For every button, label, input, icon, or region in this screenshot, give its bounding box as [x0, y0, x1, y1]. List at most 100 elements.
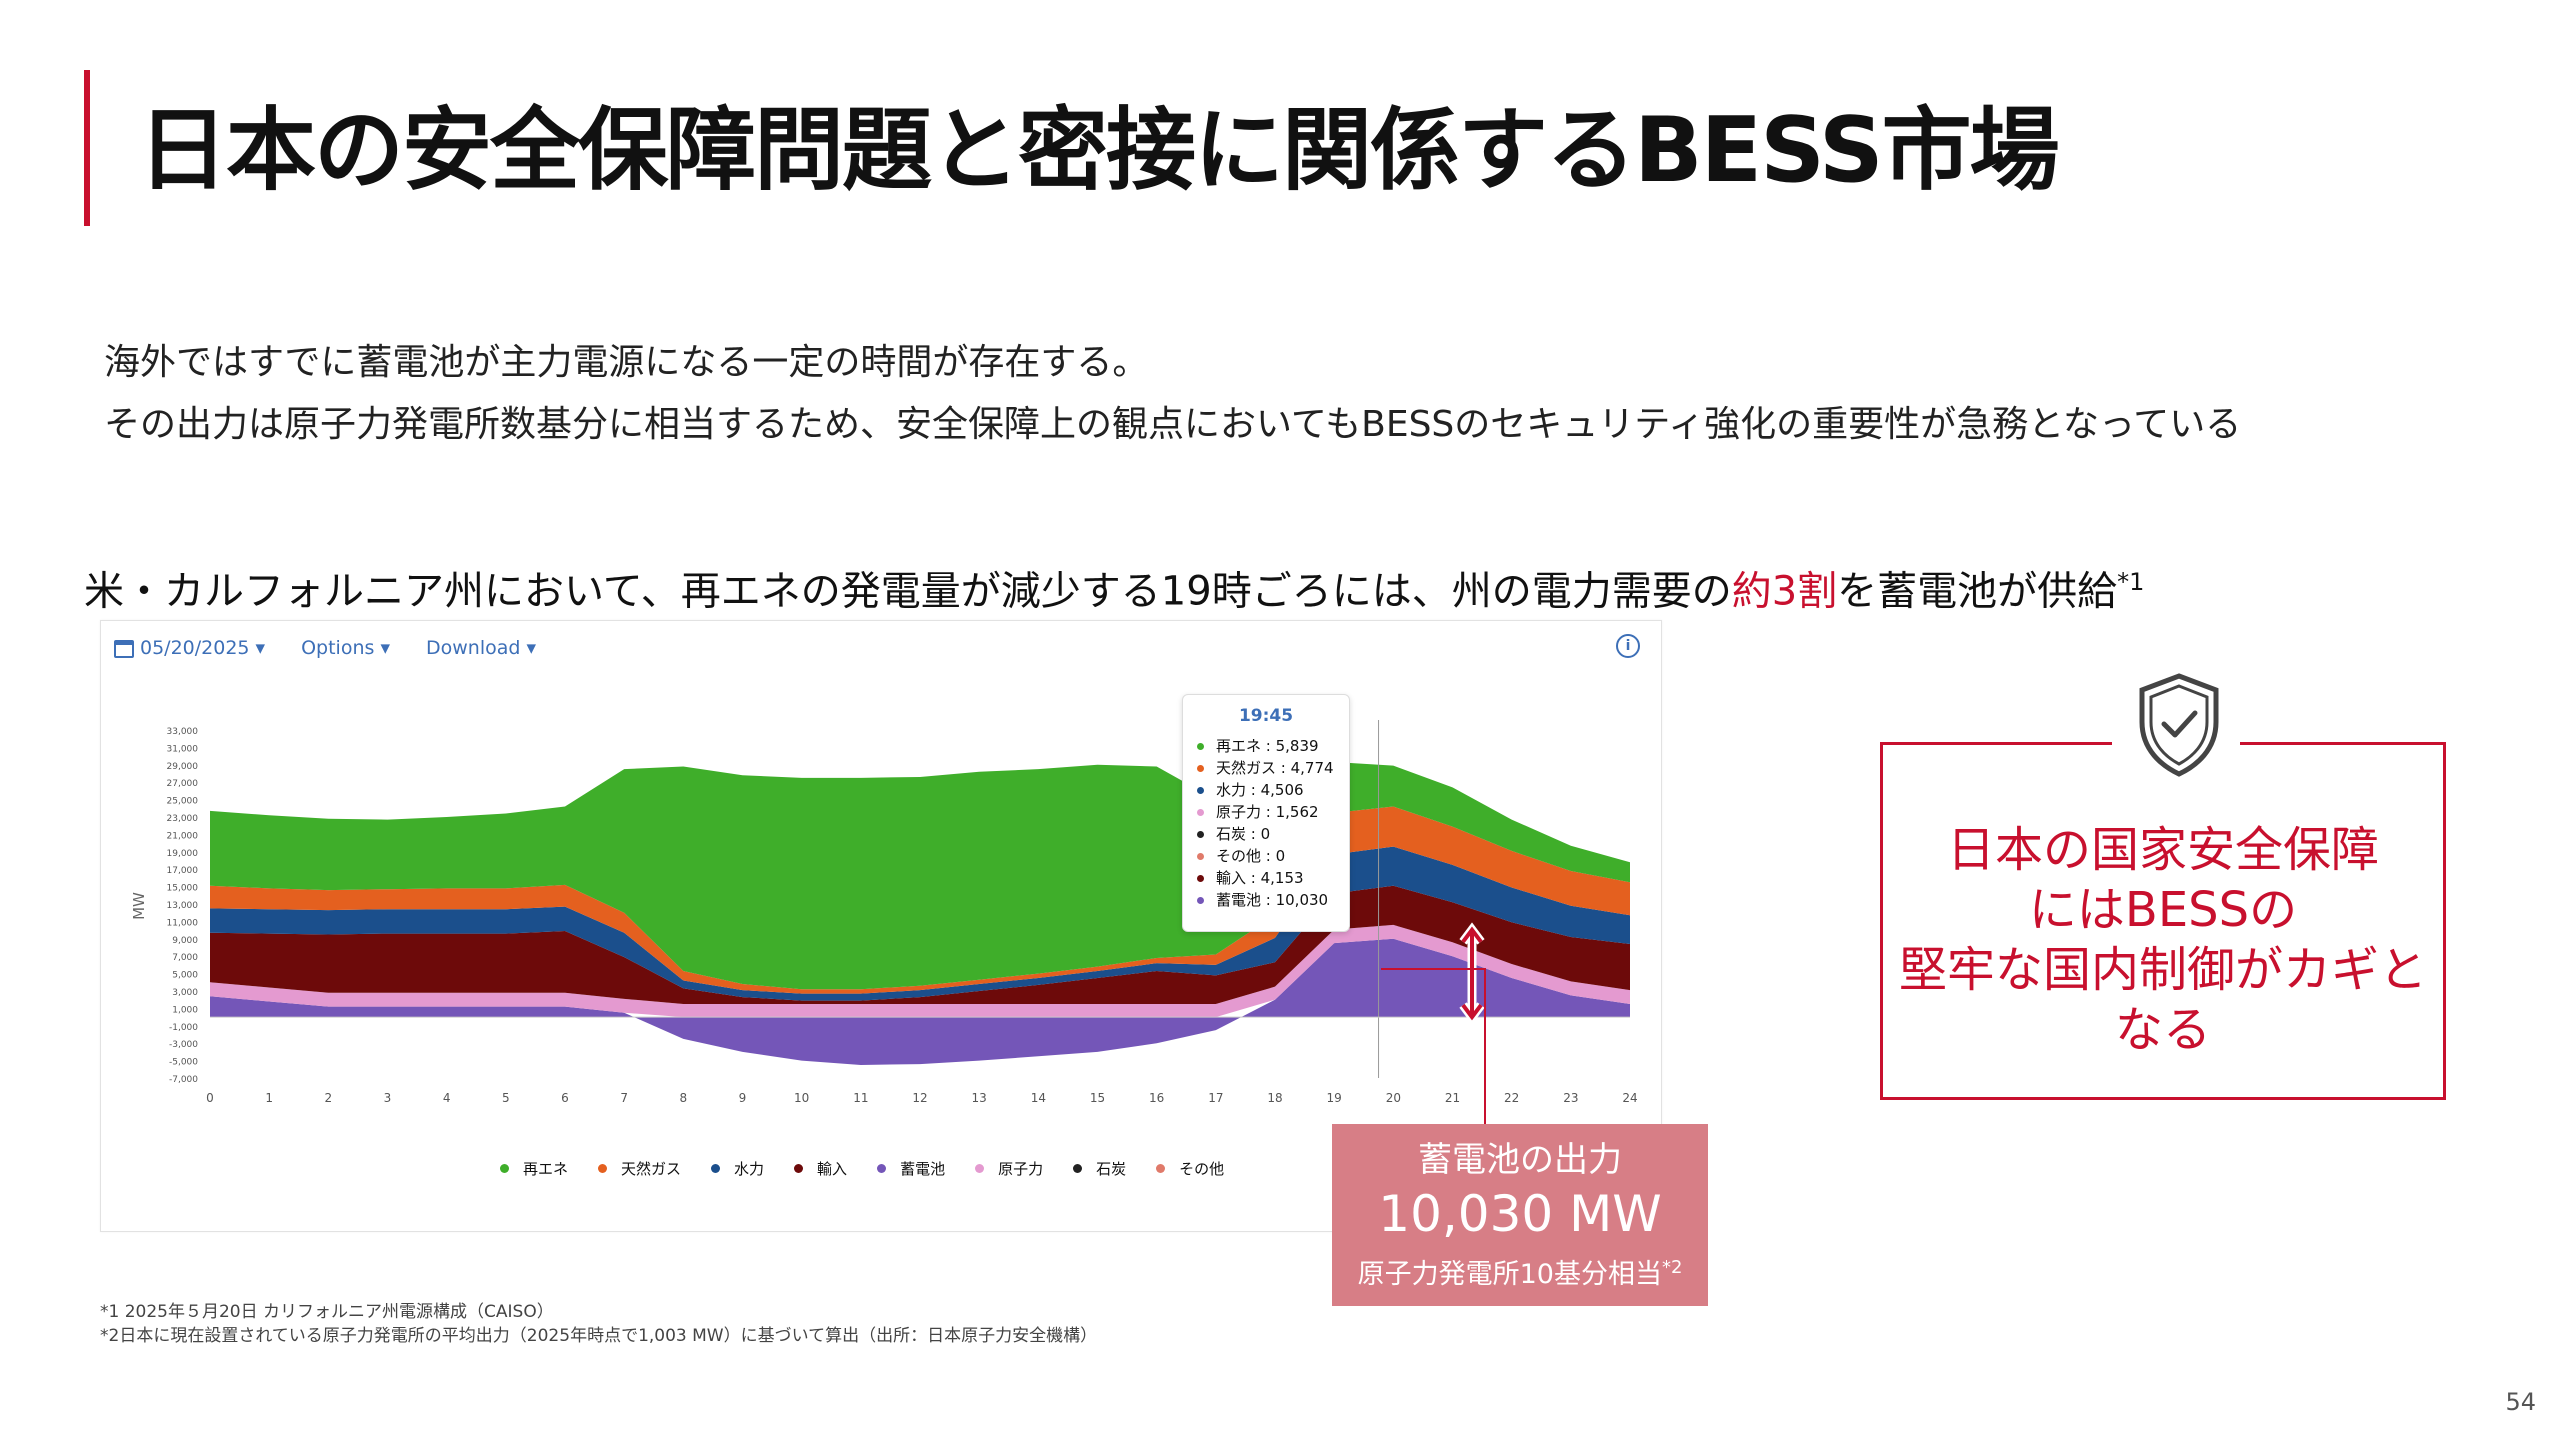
- legend-label: 水力: [734, 1160, 765, 1178]
- legend-item[interactable]: 再エネ: [500, 1158, 568, 1179]
- tooltip-row: 輸入 : 4,153: [1183, 867, 1349, 889]
- legend-item[interactable]: 水力: [711, 1158, 764, 1179]
- tooltip-label: 再エネ : 5,839: [1216, 737, 1319, 755]
- area-series-imports: [210, 885, 1630, 1005]
- tooltip-row: 石炭 : 0: [1183, 823, 1349, 845]
- legend-dot: [1073, 1164, 1083, 1173]
- tooltip-row: 再エネ : 5,839: [1183, 735, 1349, 757]
- x-tick-label: 21: [1445, 1091, 1460, 1105]
- shield-gap: [2112, 720, 2240, 760]
- y-tick-label: 11,000: [167, 918, 199, 928]
- x-tick-label: 18: [1267, 1091, 1282, 1105]
- x-tick-label: 4: [443, 1091, 451, 1105]
- y-tick-label: 19,000: [167, 849, 199, 859]
- legend-dot: [877, 1164, 887, 1173]
- intro-line-2: その出力は原子力発電所数基分に相当するため、安全保障上の観点においてもBESSの…: [104, 404, 2242, 445]
- tooltip-row: 天然ガス : 4,774: [1183, 757, 1349, 779]
- legend-item[interactable]: 天然ガス: [598, 1158, 681, 1179]
- y-tick-label: 5,000: [172, 971, 198, 981]
- x-tick-label: 20: [1386, 1091, 1401, 1105]
- footnote-2: *2日本に現在設置されている原子力発電所の平均出力（2025年時点で1,003 …: [100, 1326, 1098, 1346]
- y-tick-label: 13,000: [167, 901, 199, 911]
- calendar-icon: [114, 639, 134, 658]
- y-tick-label: 21,000: [167, 831, 199, 841]
- y-tick-label: -1,000: [169, 1023, 198, 1033]
- legend-dot: [1156, 1164, 1166, 1173]
- chart-toolbar: 05/20/2025 ▾ Options ▾ Download ▾: [114, 630, 536, 666]
- key-message-line-2: にはBESSの: [2028, 882, 2298, 938]
- options-dropdown[interactable]: Options ▾: [301, 637, 390, 659]
- x-tick-label: 24: [1622, 1091, 1637, 1105]
- tooltip-row: その他 : 0: [1183, 845, 1349, 867]
- y-tick-label: 3,000: [172, 988, 198, 998]
- x-tick-label: 2: [325, 1091, 333, 1105]
- x-tick-label: 3: [384, 1091, 392, 1105]
- legend-item[interactable]: 原子力: [975, 1158, 1043, 1179]
- legend-item[interactable]: 石炭: [1073, 1158, 1126, 1179]
- y-tick-label: 17,000: [167, 866, 199, 876]
- callout-connector-horizontal: [1381, 968, 1485, 970]
- legend-dot: [598, 1164, 608, 1173]
- tooltip-dot: [1197, 852, 1204, 860]
- chart-heading-footnote-ref: *1: [2117, 568, 2145, 596]
- tooltip-row: 水力 : 4,506: [1183, 779, 1349, 801]
- tooltip-dot: [1197, 786, 1204, 794]
- tooltip-row: 原子力 : 1,562: [1183, 801, 1349, 823]
- intro-line-1: 海外ではすでに蓄電池が主力電源になる一定の時間が存在する。: [104, 342, 1149, 383]
- legend-label: 天然ガス: [621, 1160, 682, 1178]
- shield-check-icon: [2139, 673, 2219, 777]
- y-tick-label: 23,000: [167, 814, 199, 824]
- x-tick-label: 6: [561, 1091, 569, 1105]
- legend-item[interactable]: その他: [1156, 1158, 1224, 1179]
- tooltip-label: 天然ガス : 4,774: [1216, 759, 1334, 777]
- page-number: 54: [2505, 1388, 2536, 1416]
- legend-item[interactable]: 輸入: [794, 1158, 847, 1179]
- chart-heading-post: を蓄電池が供給: [1837, 568, 2118, 615]
- footnote-1: *1 2025年５月20日 カリフォルニア州電源構成（CAISO）: [100, 1302, 554, 1322]
- callout-connector-vertical: [1484, 968, 1486, 1124]
- footnotes: *1 2025年５月20日 カリフォルニア州電源構成（CAISO） *2日本に現…: [100, 1300, 1097, 1348]
- y-tick-label: 33,000: [167, 727, 199, 737]
- x-tick-label: 8: [680, 1091, 688, 1105]
- legend-dot: [500, 1164, 509, 1173]
- tooltip-dot: [1197, 874, 1204, 882]
- y-tick-label: 31,000: [167, 744, 199, 754]
- y-tick-label: 9,000: [172, 936, 198, 946]
- y-tick-label: 27,000: [167, 779, 199, 789]
- y-tick-label: -5,000: [169, 1058, 198, 1068]
- download-dropdown[interactable]: Download ▾: [425, 637, 537, 659]
- legend-label: 原子力: [998, 1160, 1044, 1178]
- x-tick-label: 14: [1031, 1091, 1046, 1105]
- legend-item[interactable]: 蓄電池: [877, 1158, 945, 1179]
- tooltip-label: 原子力 : 1,562: [1216, 803, 1319, 821]
- x-tick-label: 1: [265, 1091, 273, 1105]
- y-tick-label: 25,000: [167, 797, 199, 807]
- y-tick-label: 1,000: [172, 1005, 198, 1015]
- battery-output-callout: 蓄電池の出力 10,030 MW 原子力発電所10基分相当*2: [1332, 1124, 1708, 1306]
- key-message-box: [1880, 742, 2446, 1100]
- y-tick-label: 15,000: [167, 884, 199, 894]
- y-tick-label: -3,000: [169, 1040, 198, 1050]
- tooltip-dot: [1197, 896, 1204, 904]
- date-picker[interactable]: 05/20/2025 ▾: [114, 637, 265, 659]
- battery-arrow: [1461, 926, 1483, 1021]
- legend-dot: [711, 1164, 721, 1173]
- title-accent-bar: [84, 70, 90, 226]
- tooltip-label: 蓄電池 : 10,030: [1216, 891, 1329, 909]
- y-tick-label: -7,000: [169, 1075, 198, 1085]
- area-series-gas: [210, 806, 1630, 994]
- chart-heading-emphasis: 約3割: [1731, 568, 1838, 615]
- area-series-nuclear: [210, 924, 1630, 1018]
- x-tick-label: 5: [502, 1091, 510, 1105]
- x-tick-label: 0: [206, 1091, 214, 1105]
- key-message-text: 日本の国家安全保障 にはBESSの 堅牢な国内制御がカギとなる: [1880, 820, 2446, 1060]
- info-icon[interactable]: i: [1616, 634, 1640, 658]
- x-tick-label: 11: [853, 1091, 868, 1105]
- area-series-battery: [210, 938, 1630, 1065]
- legend-dot: [794, 1164, 804, 1173]
- intro-text: 海外ではすでに蓄電池が主力電源になる一定の時間が存在する。 その出力は原子力発電…: [104, 332, 2241, 456]
- x-tick-label: 9: [739, 1091, 747, 1105]
- callout-note: 原子力発電所10基分相当*2: [1332, 1250, 1708, 1293]
- tooltip-row: 蓄電池 : 10,030: [1183, 889, 1349, 911]
- legend-dot: [975, 1164, 985, 1173]
